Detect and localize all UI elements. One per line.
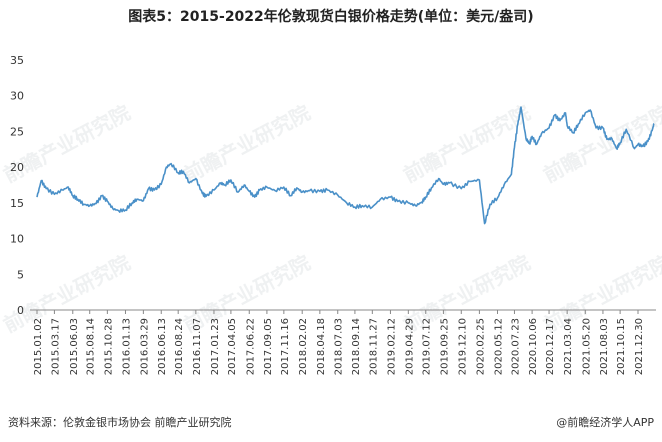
y-tick-label: 30 [10,90,24,103]
x-tick-label: 2016.06.13 [157,318,168,375]
chart-title: 图表5：2015-2022年伦敦现货白银价格走势(单位：美元/盎司) [128,9,534,25]
series-line [36,106,655,225]
x-tick-label: 2018.11.27 [368,318,379,375]
x-tick-label: 2015.08.14 [86,318,97,375]
x-tick-label: 2016.01.13 [121,318,132,375]
x-tick-label: 2017.04.05 [227,318,238,375]
x-tick-label: 2021.05.20 [581,318,592,375]
watermark-text: 前瞻产业研究院 [399,100,534,187]
x-tick-label: 2020.12.17 [545,318,556,375]
y-tick-label: 25 [10,125,24,138]
x-tick-label: 2018.04.18 [316,318,327,375]
x-tick-label: 2021.10.15 [616,318,627,375]
x-tick-label: 2015.03.17 [50,318,61,375]
x-tick-label: 2021.08.03 [599,318,610,375]
y-tick-label: 35 [10,54,24,67]
x-tick-label: 2018.02.02 [298,318,309,375]
x-tick-label: 2019.09.25 [439,318,450,375]
x-tick-label: 2019.12.10 [457,318,468,375]
x-tick-label: 2019.07.12 [422,318,433,375]
watermark-text: 前瞻产业研究院 [179,100,314,187]
source-note: 资料来源：伦敦金银市场协会 前瞻产业研究院 [8,416,232,429]
x-tick-label: 2017.11.16 [280,318,291,375]
x-tick-label: 2016.08.24 [174,318,185,375]
x-tick-label: 2018.09.14 [351,318,362,375]
y-tick-label: 20 [10,161,24,174]
y-tick-label: 15 [10,197,24,210]
x-tick-label: 2017.09.05 [263,318,274,375]
x-tick-label: 2016.11.07 [192,318,203,375]
x-tick-label: 2018.07.03 [334,318,345,375]
chart-axes: 0 5 10 15 20 25 30 35 2015.01.02 2015.03.17 2015.0… [10,54,656,375]
x-tick-label: 2017.01.23 [210,318,221,375]
x-tick-label: 2020.10.06 [528,318,539,375]
x-tick-label: 2017.06.22 [245,318,256,375]
x-tick-label: 2019.04.29 [404,318,415,375]
brand-credit: @前瞻经济学人APP [556,416,654,429]
x-tick-label: 2016.03.29 [139,318,150,375]
x-tick-label: 2020.07.23 [510,318,521,375]
x-tick-label: 2020.05.12 [494,318,505,375]
x-tick-label: 2020.02.25 [475,318,486,375]
x-tick-label: 2021.12.30 [634,318,645,375]
x-tick-label: 2015.10.28 [103,318,114,375]
y-tick-label: 0 [17,304,24,317]
y-tick-label: 10 [10,233,24,246]
x-tick-label: 2021.03.04 [563,318,574,375]
footer: 资料来源：伦敦金银市场协会 前瞻产业研究院 @前瞻经济学人APP [8,414,654,434]
x-tick-label: 2019.02.12 [386,318,397,375]
x-tick-label: 2015.01.02 [33,318,44,375]
x-tick-label: 2015.06.03 [69,318,80,375]
watermark-text: 前瞻产业研究院 [0,100,134,187]
plot-area [36,106,655,225]
y-tick-label: 5 [17,268,24,281]
